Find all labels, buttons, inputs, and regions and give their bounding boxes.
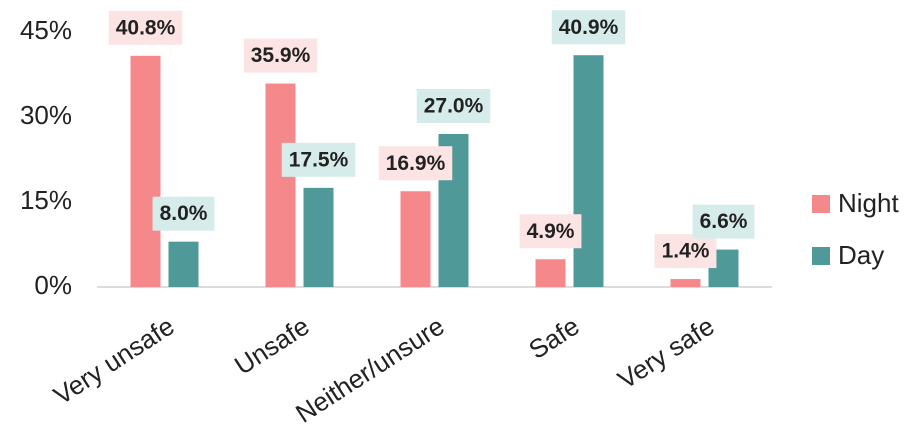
value-label-text: 8.0% [160,202,208,225]
value-label-box [416,89,491,123]
x-tick-label: Neither/unsure [290,311,449,429]
value-label-box [243,38,318,73]
value-label-box [654,234,717,269]
legend-swatch [812,195,830,213]
value-label: 1.4% [654,234,717,269]
value-label-text: 1.4% [662,240,710,263]
value-label-text: 27.0% [424,95,484,118]
bar [535,259,566,287]
value-label-box [152,196,215,231]
bar [130,55,161,287]
y-tick-label: 45% [20,15,72,45]
value-label: 35.9% [243,38,318,73]
bar [168,241,199,287]
x-tick-label: Safe [523,311,584,365]
bar [303,187,334,287]
value-label-text: 4.9% [527,220,575,243]
value-label-box [551,10,626,45]
value-label-text: 16.9% [386,152,446,175]
bar [573,55,604,287]
y-tick-label: 15% [20,185,72,215]
value-label: 17.5% [281,142,356,177]
value-label-box [519,214,582,249]
value-label-box [692,204,755,239]
y-tick-label: 0% [34,270,72,300]
y-tick-label: 30% [20,100,72,130]
value-label-text: 35.9% [251,44,311,67]
value-label-box [108,10,183,45]
bar [265,83,296,287]
value-label-box [281,142,356,177]
x-tick-label: Very safe [612,311,719,395]
bar [400,191,431,287]
value-label-text: 6.6% [700,210,748,233]
bar [670,279,701,287]
value-label: 8.0% [152,196,215,231]
value-label-text: 40.9% [559,16,619,39]
value-label: 16.9% [378,146,453,181]
value-label: 40.9% [551,10,626,45]
legend-label: Day [838,240,884,270]
legend-swatch [812,247,830,265]
value-label: 27.0% [416,89,491,123]
x-tick-label: Unsafe [229,311,314,381]
x-tick-label: Very unsafe [48,311,179,411]
value-label: 40.8% [108,10,183,45]
value-label-text: 40.8% [116,16,176,39]
value-label-box [378,146,453,181]
value-label: 4.9% [519,214,582,249]
value-label: 6.6% [692,204,755,239]
value-label-text: 17.5% [289,148,349,171]
legend-label: Night [838,188,899,218]
